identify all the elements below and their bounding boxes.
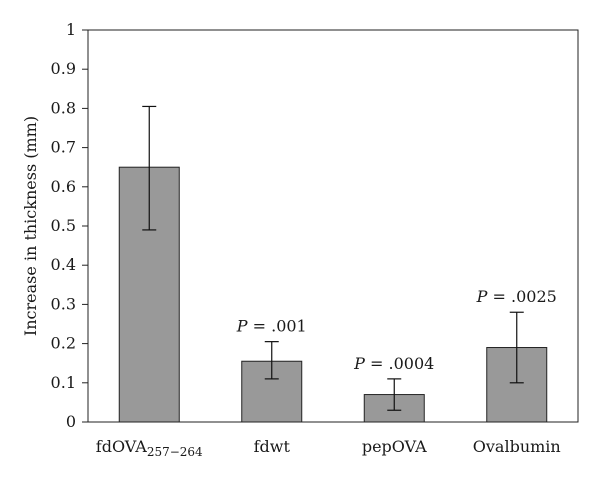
category-name: fdwt: [254, 437, 291, 456]
y-tick-label: 0.8: [51, 98, 76, 117]
y-tick-label: 0.4: [51, 255, 76, 274]
labels: 0 0.1 0.2 0.3 0.4 0.5 0.6 0.7 0.8 0.9 1 fdOVA257−26…: [51, 20, 561, 459]
axes: [82, 29, 579, 423]
x-category-label: pepOVA: [362, 437, 427, 456]
y-tick-label: 0: [66, 412, 76, 431]
p-value-annotation: P = .0004: [353, 354, 434, 373]
category-subscript: 257−264: [147, 445, 203, 459]
category-name: pepOVA: [362, 437, 427, 456]
p-symbol: P: [236, 317, 248, 336]
p-value-annotation: P = .0025: [476, 287, 557, 306]
x-category-label: fdwt: [254, 437, 291, 456]
error-bars: [142, 105, 524, 411]
y-tick-label: 0.6: [51, 177, 76, 196]
p-symbol: P: [476, 287, 488, 306]
p-value: = .001: [248, 317, 307, 336]
y-tick-label: 0.2: [51, 334, 76, 353]
y-tick-label: 0.5: [51, 216, 76, 235]
y-tick-label: 0.9: [51, 59, 76, 78]
p-value-annotation: P = .001: [236, 317, 307, 336]
p-value: = .0004: [365, 354, 434, 373]
p-symbol: P: [353, 354, 365, 373]
category-name: Ovalbumin: [473, 437, 561, 456]
x-category-label: Ovalbumin: [473, 437, 561, 456]
y-axis-title: Increase in thickness (mm): [21, 116, 40, 336]
p-value: = .0025: [487, 287, 556, 306]
x-category-label: fdOVA257−264: [96, 437, 203, 459]
y-tick-label: 0.1: [51, 373, 76, 392]
category-name: fdOVA: [96, 437, 147, 456]
y-tick-label: 1: [66, 20, 76, 39]
y-tick-label: 0.3: [51, 294, 76, 313]
y-tick-label: 0.7: [51, 138, 76, 157]
